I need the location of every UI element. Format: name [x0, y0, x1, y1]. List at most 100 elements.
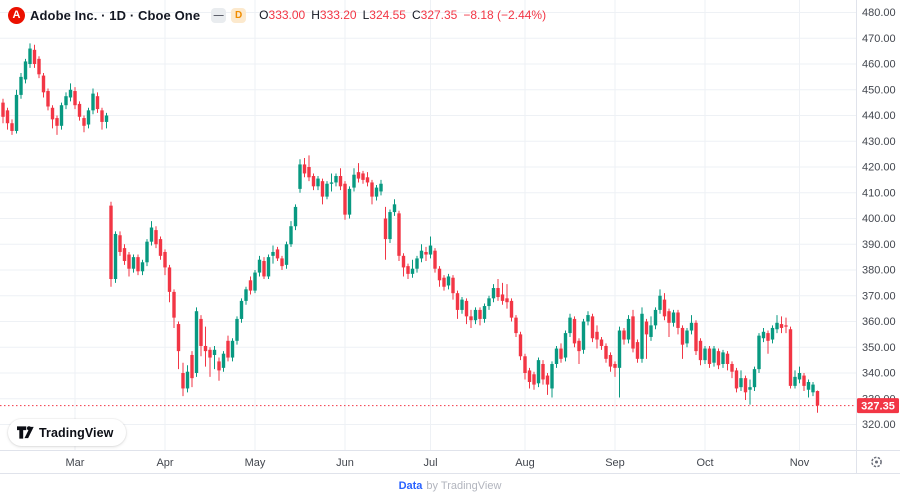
candle — [167, 264, 172, 303]
candle — [437, 266, 442, 287]
price-tick-label: 400.00 — [862, 213, 896, 225]
candle — [64, 92, 68, 110]
candle — [284, 241, 289, 269]
candle — [716, 348, 721, 370]
candle — [626, 315, 631, 344]
candle — [226, 335, 230, 362]
tradingview-logo-link[interactable]: TradingView — [8, 419, 126, 446]
symbol-title[interactable]: Adobe Inc. · 1D · Cboe One — [30, 7, 201, 23]
candle — [217, 357, 221, 381]
candle — [491, 284, 496, 303]
price-axis[interactable]: 480.00 470.00 460.00 450.00 440.00 430.00 420.… — [862, 7, 896, 431]
candles-layer — [1, 43, 820, 413]
candle — [653, 307, 658, 330]
candle — [298, 159, 302, 193]
candle — [532, 371, 536, 390]
candle — [172, 289, 176, 328]
candle — [779, 316, 784, 334]
candle — [293, 204, 298, 231]
candle — [635, 339, 640, 363]
high-readout: H333.20 — [311, 8, 356, 22]
candle — [113, 231, 118, 283]
price-tick-label: 480.00 — [862, 7, 896, 19]
candle — [410, 259, 415, 278]
month-tick-label: Mar — [66, 457, 85, 469]
interval-badge[interactable]: D — [231, 7, 247, 23]
candle — [761, 327, 766, 343]
candle — [361, 170, 365, 184]
time-axis[interactable]: Mar Apr May Jun Jul Aug Sep Oct Nov — [66, 457, 810, 469]
month-tick-label: Jun — [336, 457, 354, 469]
candle — [788, 326, 793, 389]
candle — [725, 351, 730, 371]
candle — [748, 379, 752, 405]
candle — [388, 209, 392, 243]
data-link[interactable]: Data — [398, 480, 423, 492]
candle — [302, 157, 307, 178]
candle — [257, 255, 262, 277]
candle — [23, 58, 28, 84]
candle — [721, 349, 725, 368]
candle — [487, 295, 491, 310]
candle — [676, 309, 680, 335]
candle — [559, 343, 563, 363]
candle — [401, 253, 406, 277]
candle — [572, 316, 577, 348]
candle — [374, 185, 379, 201]
candle — [523, 353, 527, 380]
candle — [118, 231, 122, 256]
candle — [32, 44, 37, 68]
price-tick-label: 390.00 — [862, 239, 896, 251]
candle — [815, 390, 820, 413]
adobe-logo-icon: A — [8, 6, 25, 24]
candle — [734, 367, 739, 393]
candle — [806, 379, 811, 398]
ohlc-readout: O333.00 H333.20 L324.55 C327.35 −8.18 (−… — [259, 8, 546, 22]
candle — [352, 168, 356, 192]
candle — [158, 236, 163, 260]
svg-text:327.35: 327.35 — [861, 400, 895, 412]
candle — [68, 83, 73, 102]
price-tick-label: 350.00 — [862, 342, 896, 354]
candle — [599, 336, 604, 350]
candle — [640, 307, 644, 363]
candle — [590, 313, 595, 343]
axis-settings-gear-icon[interactable] — [871, 456, 882, 468]
candle — [50, 105, 55, 129]
price-tick-label: 450.00 — [862, 84, 896, 96]
price-tick-label: 320.00 — [862, 419, 896, 431]
candle — [581, 318, 586, 354]
toolbar-collapse-button[interactable]: — — [211, 7, 227, 23]
candle — [100, 107, 104, 130]
candle — [392, 199, 397, 216]
candle — [91, 88, 95, 115]
attribution-bar: Data by TradingView — [0, 474, 900, 498]
candle — [703, 345, 707, 364]
candle — [608, 352, 613, 372]
grid-lines — [0, 0, 856, 450]
month-tick-label: Sep — [605, 457, 625, 469]
candle — [194, 307, 199, 377]
candle — [136, 254, 140, 276]
candle — [469, 309, 473, 328]
month-tick-label: Nov — [790, 457, 810, 469]
candle — [185, 365, 190, 393]
price-tick-label: 360.00 — [862, 316, 896, 328]
candle — [698, 338, 703, 366]
candle — [289, 221, 293, 247]
candle — [86, 107, 91, 129]
candle — [527, 367, 532, 389]
candle — [163, 249, 167, 276]
candle — [379, 179, 383, 196]
high-value: 333.20 — [319, 8, 357, 22]
candle — [212, 345, 217, 370]
candle — [59, 102, 64, 130]
change-readout: −8.18 (−2.44%) — [463, 8, 547, 22]
candle — [712, 345, 716, 367]
candle — [775, 315, 779, 334]
candle — [617, 326, 622, 398]
candle — [140, 259, 145, 276]
candle — [685, 327, 689, 348]
candle — [221, 351, 226, 372]
